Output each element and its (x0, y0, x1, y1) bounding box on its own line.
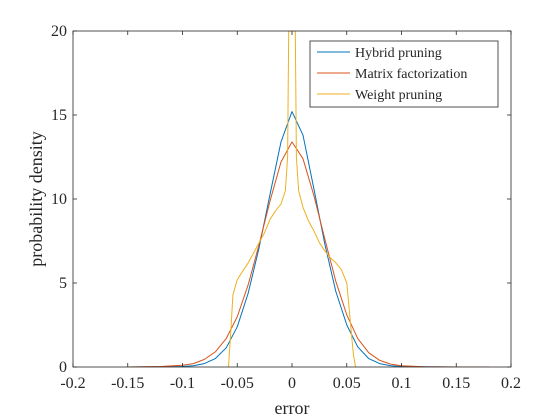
y-tick-label: 10 (51, 191, 67, 208)
series-line-2 (228, 31, 356, 367)
y-axis-label: probability density (26, 131, 46, 266)
x-tick-label: 0.15 (442, 375, 470, 392)
series-line-0 (127, 111, 490, 367)
x-tick-label: 0 (288, 375, 296, 392)
y-tick-label: 15 (51, 107, 67, 124)
legend: Hybrid pruning Matrix factorization Weight… (309, 40, 499, 108)
x-tick-label: -0.1 (170, 375, 195, 392)
legend-label-0: Hybrid pruning (355, 46, 442, 61)
x-tick-label: -0.15 (111, 375, 144, 392)
tick-layer: -0.2 -0.15 -0.1 -0.05 0 0.05 0.1 0.15 0.2 0 5 10 15 2… (51, 23, 521, 392)
y-tick-label: 20 (51, 23, 67, 40)
legend-label-2: Weight pruning (355, 88, 442, 103)
legend-label-1: Matrix factorization (355, 67, 467, 82)
series-layer (127, 31, 490, 367)
y-tick-label: 0 (59, 359, 67, 376)
x-axis-label: error (275, 398, 310, 418)
series-line-1 (127, 141, 490, 367)
x-tick-label: -0.05 (221, 375, 254, 392)
x-tick-label: 0.1 (392, 375, 412, 392)
x-tick-label: 0.2 (501, 375, 521, 392)
x-tick-label: -0.2 (60, 375, 85, 392)
y-tick-label: 5 (59, 275, 67, 292)
x-tick-label: 0.05 (333, 375, 361, 392)
